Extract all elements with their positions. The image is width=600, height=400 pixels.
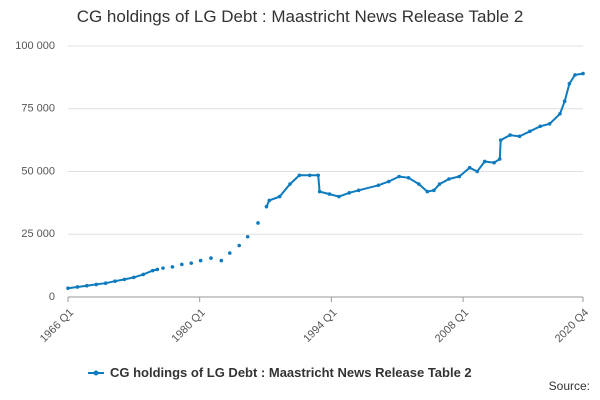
data-point [94, 282, 99, 287]
data-point [327, 192, 332, 196]
data-point [497, 157, 502, 161]
data-point [562, 99, 567, 104]
data-point [581, 71, 585, 76]
data-point [547, 122, 552, 126]
data-point [347, 191, 352, 195]
data-point [538, 124, 543, 129]
data-point [198, 258, 203, 263]
data-point [227, 251, 232, 255]
y-tick-label: 25 000 [21, 228, 55, 240]
data-point [475, 169, 479, 174]
data-point [237, 243, 241, 248]
data-point [141, 272, 146, 277]
data-point [508, 133, 512, 137]
chart-title: CG holdings of LG Debt : Maastricht News… [77, 7, 524, 26]
data-point [356, 188, 361, 193]
data-point [498, 138, 503, 142]
x-tick-label: 1994 Q1 [301, 307, 339, 345]
data-point [122, 277, 127, 282]
data-point [180, 262, 184, 267]
y-tick-label: 75 000 [21, 103, 55, 115]
data-point [425, 189, 430, 194]
data-point [467, 165, 472, 170]
x-tick-label: 1980 Q1 [170, 307, 208, 345]
data-point [155, 267, 160, 272]
data-point [209, 256, 213, 260]
data-point [567, 81, 572, 86]
series-line [67, 72, 584, 290]
data-point [132, 275, 136, 280]
y-tick-label: 0 [49, 291, 55, 303]
data-point [406, 175, 411, 180]
data-point [482, 159, 487, 164]
x-tick-label: 2020 Q4 [553, 307, 591, 345]
data-point [517, 134, 522, 139]
data-point [376, 183, 381, 188]
data-point [397, 174, 401, 179]
data-point [66, 286, 70, 291]
data-point [457, 174, 462, 179]
data-point [267, 198, 272, 203]
y-tick-label: 50 000 [21, 165, 55, 177]
data-point [161, 266, 165, 270]
x-tick-label: 1966 Q1 [38, 307, 76, 345]
data-point [528, 129, 532, 134]
data-point [307, 173, 312, 178]
data-point [103, 281, 108, 285]
data-point [297, 173, 302, 178]
data-point [256, 221, 260, 225]
legend-marker [93, 370, 99, 376]
data-point [150, 268, 155, 273]
data-point [337, 194, 341, 199]
data-point [492, 160, 496, 165]
data-point [85, 283, 89, 288]
data-point [317, 189, 322, 194]
data-point [189, 261, 194, 265]
y-tick-label: 100 000 [15, 40, 55, 52]
data-point [437, 182, 442, 186]
data-point [447, 177, 451, 181]
data-point [219, 258, 224, 263]
data-point [75, 285, 80, 289]
data-point [245, 234, 250, 239]
data-point [417, 182, 421, 186]
data-point [264, 204, 269, 209]
x-tick-label: 2008 Q1 [433, 307, 471, 345]
data-point [113, 279, 117, 283]
data-point [316, 173, 321, 178]
data-point [573, 73, 577, 77]
data-point [386, 179, 391, 184]
data-point [288, 182, 292, 186]
data-point [170, 265, 175, 269]
legend-label: CG holdings of LG Debt : Maastricht News… [110, 365, 472, 380]
data-point [277, 194, 282, 199]
source-label: Source: [549, 379, 590, 393]
data-point [558, 111, 562, 116]
data-point [432, 188, 436, 193]
